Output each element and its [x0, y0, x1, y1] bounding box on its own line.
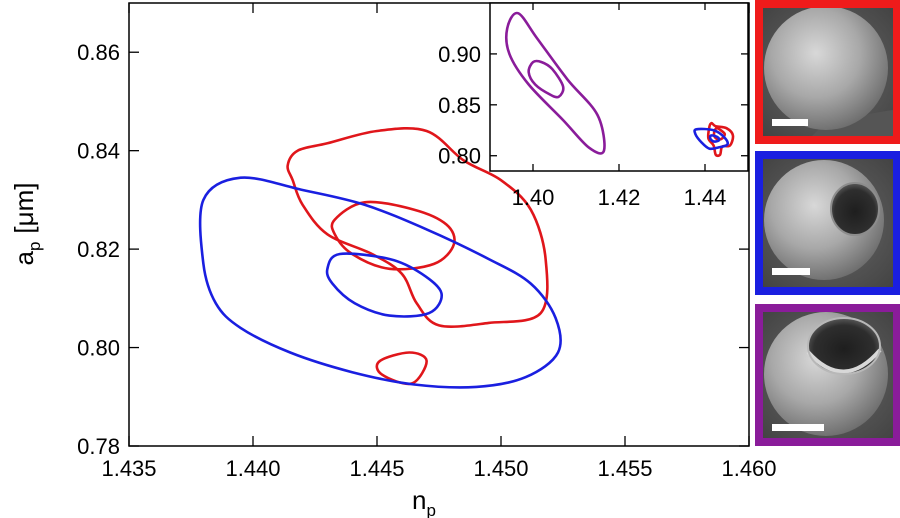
- main-x-tick-label: 1.460: [721, 456, 776, 481]
- inset-contour-series-0: [505, 11, 606, 155]
- main-x-tick-label: 1.455: [597, 456, 652, 481]
- main-y-tick-label: 0.78: [77, 434, 120, 459]
- y-axis-label: ap[μm]: [9, 182, 44, 265]
- inset-y-tick-label: 0.90: [438, 42, 481, 67]
- purple-sphere-image: [755, 304, 900, 446]
- inset-axis-ticks: 1.40 1.42 1.44 0.80 0.85 0.90: [438, 3, 748, 210]
- inset-x-tick-label: 1.42: [598, 185, 641, 210]
- inset-contour-series-0: [527, 59, 565, 99]
- y-axis-label-unit: [μm]: [9, 182, 39, 233]
- main-y-tick-label: 0.86: [77, 40, 120, 65]
- main-y-tick-label: 0.84: [77, 139, 120, 164]
- main-contour-series-1: [325, 252, 443, 318]
- inset-contour-layer: [505, 11, 735, 158]
- main-y-tick-label: 0.80: [77, 336, 120, 361]
- main-x-tick-label: 1.435: [101, 456, 156, 481]
- blue-scale-bar: [772, 268, 810, 275]
- inset-contour-series-2: [693, 127, 729, 151]
- x-axis-label: np: [412, 485, 436, 518]
- main-contour-series-0: [286, 126, 549, 328]
- inset-contour-series-1: [706, 121, 735, 158]
- x-axis-label-subscript: p: [427, 501, 436, 518]
- inset-y-tick-label: 0.80: [438, 144, 481, 169]
- inset-contour-series-2: [708, 134, 721, 143]
- main-x-tick-label: 1.445: [349, 456, 404, 481]
- y-axis-label-subscript: p: [25, 242, 44, 251]
- main-x-tick-label: 1.440: [225, 456, 280, 481]
- main-contour-layer: [198, 126, 562, 389]
- purple-scale-bar: [772, 424, 824, 431]
- inset-y-tick-label: 0.85: [438, 93, 481, 118]
- main-axis-ticks: 1.435 1.440 1.445 1.450 1.455 1.460 0.78 0.80 0.…: [77, 3, 777, 481]
- inset-x-tick-label: 1.44: [684, 185, 727, 210]
- inset-x-tick-label: 1.40: [512, 185, 555, 210]
- main-y-tick-label: 0.82: [77, 237, 120, 262]
- main-plot-frame: [128, 2, 750, 447]
- red-sphere-image: [755, 0, 900, 144]
- blue-sphere-image: [755, 151, 900, 295]
- red-scale-bar: [772, 119, 808, 126]
- main-x-tick-label: 1.450: [473, 456, 528, 481]
- main-contour-series-1: [198, 176, 562, 389]
